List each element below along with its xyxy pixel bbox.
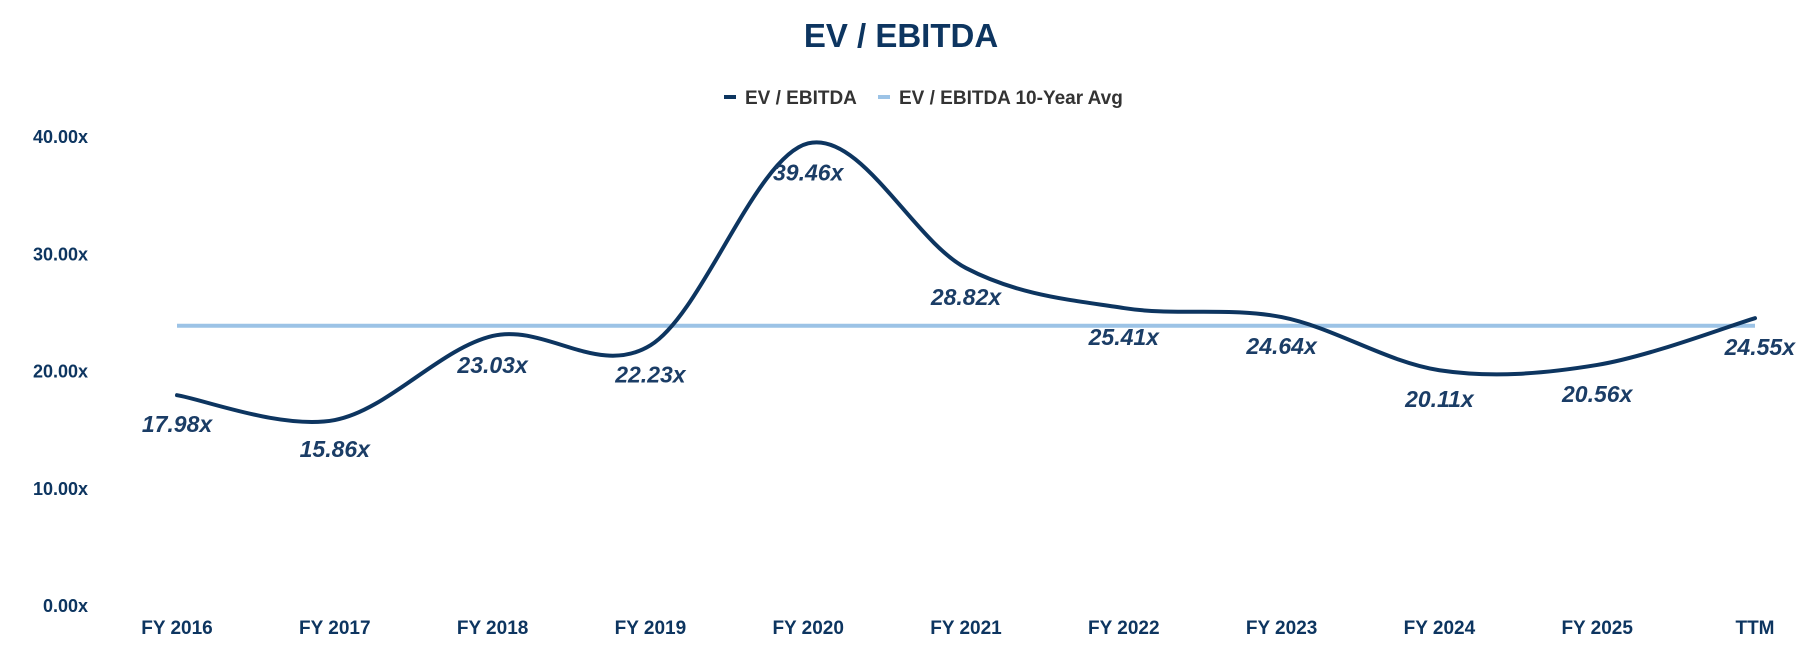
data-label: 28.82x [930,284,1003,310]
data-label: 25.41x [1088,324,1161,350]
data-label: 23.03x [456,352,529,378]
data-label: 20.56x [1561,381,1634,407]
ev-ebitda-line [175,140,1757,424]
x-tick-label: FY 2024 [1404,618,1476,639]
series-line-layer [175,140,1757,424]
x-tick-label: FY 2020 [772,618,843,639]
x-tick-label: FY 2025 [1561,618,1633,639]
legend-swatch-ev-ebitda [724,95,736,99]
legend: EV / EBITDA EV / EBITDA 10-Year Avg [724,88,1123,109]
y-tick-label: 30.00x [33,244,88,264]
y-tick-label: 20.00x [33,362,88,382]
data-label: 15.86x [300,436,372,462]
x-tick-label: FY 2022 [1088,618,1159,639]
data-label: 24.55x [1724,334,1797,360]
x-tick-label: FY 2023 [1246,618,1317,639]
legend-label-ev-ebitda: EV / EBITDA [745,88,857,109]
data-label: 22.23x [614,361,687,387]
legend-swatch-10-year-avg [878,95,890,99]
x-tick-label: FY 2017 [299,618,370,639]
x-tick-label: TTM [1735,618,1774,639]
data-label: 24.64x [1245,333,1318,359]
chart-title: EV / EBITDA [804,17,998,54]
y-tick-label: 10.00x [33,479,88,499]
data-label: 39.46x [773,159,845,185]
legend-label-10-year-avg: EV / EBITDA 10-Year Avg [899,88,1123,109]
data-labels-layer: 17.98x 15.86x 23.03x 22.23x 39.46x 28.82x 25.4… [142,159,1796,462]
x-tick-label: FY 2021 [930,618,1002,639]
x-tick-label: FY 2019 [615,618,686,639]
data-label: 20.11x [1404,386,1475,412]
y-tick-label: 0.00x [43,596,88,616]
x-tick-label: FY 2018 [457,618,528,639]
y-axis: 0.00x 10.00x 20.00x 30.00x 40.00x [33,127,88,616]
x-tick-label: FY 2016 [141,618,212,639]
x-axis: FY 2016 FY 2017 FY 2018 FY 2019 FY 2020 FY 20… [141,618,1774,639]
data-label: 17.98x [142,411,214,437]
y-tick-label: 40.00x [33,127,88,147]
